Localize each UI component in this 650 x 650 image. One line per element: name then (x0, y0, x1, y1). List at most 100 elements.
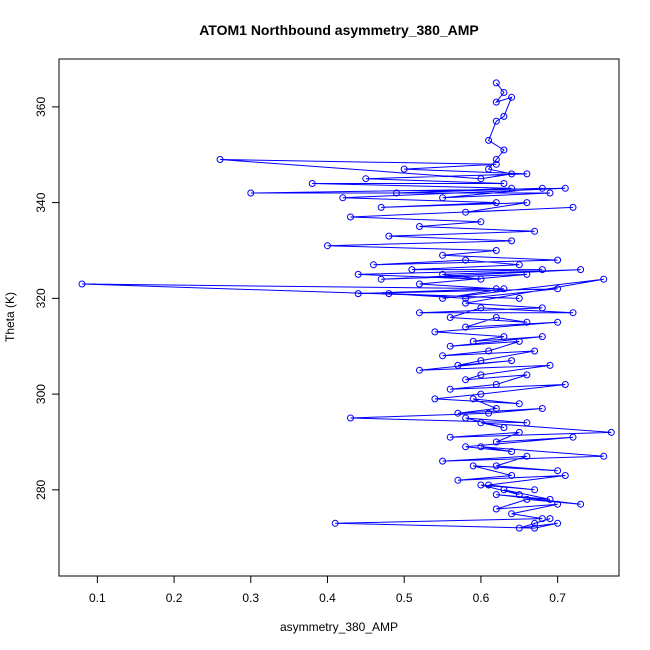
data-point (492, 199, 500, 207)
y-tick-label: 300 (34, 384, 48, 404)
data-point (370, 261, 377, 269)
data-point (377, 275, 385, 283)
data-point (477, 275, 485, 283)
data-point (462, 256, 470, 264)
data-point (446, 433, 454, 441)
data-point (416, 280, 423, 288)
data-point (538, 405, 546, 412)
data-point (492, 98, 500, 106)
data-point (554, 256, 562, 264)
data-point (331, 519, 339, 527)
data-point (477, 419, 485, 427)
data-point (462, 376, 470, 384)
data-point (515, 428, 523, 436)
data-point (324, 242, 331, 250)
data-point (308, 180, 316, 187)
data-point (454, 409, 462, 417)
data-point (508, 357, 516, 365)
y-tick-label: 360 (34, 97, 48, 117)
data-point (477, 357, 485, 365)
data-point (446, 314, 454, 321)
data-point (523, 371, 531, 379)
data-point (216, 156, 224, 163)
data-point (500, 112, 508, 120)
data-point (400, 165, 408, 173)
data-point (485, 165, 493, 173)
data-point (508, 184, 516, 192)
data-point (531, 524, 539, 532)
data-point (569, 433, 577, 441)
data-point (500, 486, 508, 494)
data-point (469, 337, 477, 345)
data-point (492, 381, 500, 388)
data-point (431, 328, 439, 336)
data-point (561, 381, 569, 388)
data-point (485, 136, 493, 144)
y-tick-label: 280 (34, 480, 48, 500)
data-point (554, 318, 562, 326)
data-point (439, 270, 447, 278)
data-point (523, 419, 531, 427)
data-point (347, 213, 354, 221)
data-point (439, 457, 447, 465)
data-point (500, 424, 508, 432)
data-point (354, 270, 362, 278)
data-point (485, 347, 493, 355)
data-point (492, 160, 500, 168)
data-point (500, 333, 508, 341)
data-point (446, 385, 454, 393)
data-point (508, 448, 516, 455)
y-axis-label: Theta (K) (3, 292, 17, 342)
data-point (431, 395, 439, 403)
data-point (600, 275, 608, 283)
y-axis: 280 300 320 340 360 (34, 97, 60, 500)
data-point (462, 299, 470, 307)
data-point (538, 266, 546, 274)
data-layer (78, 79, 615, 532)
data-point (477, 390, 485, 398)
data-point (339, 194, 347, 202)
data-point (492, 156, 500, 163)
data-point (523, 199, 531, 207)
x-tick-label: 0.6 (473, 591, 490, 605)
data-point (469, 462, 477, 470)
data-point (546, 495, 554, 503)
data-point (439, 294, 447, 302)
data-point (469, 395, 477, 403)
data-point (454, 476, 462, 484)
data-point (492, 405, 500, 412)
data-point (554, 519, 562, 527)
data-point (538, 304, 546, 312)
data-point (492, 247, 500, 254)
data-point (477, 481, 485, 489)
data-point (477, 175, 485, 183)
x-tick-label: 0.4 (319, 591, 336, 605)
data-point (607, 428, 615, 436)
data-point (508, 93, 516, 101)
data-point (492, 314, 500, 321)
data-point (78, 280, 86, 288)
data-point (523, 170, 531, 178)
data-point (523, 270, 531, 278)
chart-title: ATOM1 Northbound asymmetry_380_AMP (199, 22, 479, 38)
data-point (500, 285, 508, 293)
data-point (523, 495, 531, 503)
data-point (477, 443, 485, 451)
data-point (531, 227, 539, 235)
data-point (531, 347, 539, 355)
data-point (500, 89, 508, 96)
data-point (362, 175, 370, 183)
data-point (492, 117, 500, 125)
data-point (462, 414, 470, 422)
data-point (492, 285, 500, 293)
data-point (408, 266, 416, 274)
data-point (508, 237, 516, 245)
y-tick-label: 320 (34, 288, 48, 308)
data-point (385, 290, 393, 298)
data-point (554, 500, 562, 508)
data-point (531, 486, 539, 494)
data-point (485, 409, 493, 417)
data-point (485, 481, 493, 489)
x-axis-label: asymmetry_380_AMP (280, 620, 398, 634)
data-point (377, 203, 385, 211)
